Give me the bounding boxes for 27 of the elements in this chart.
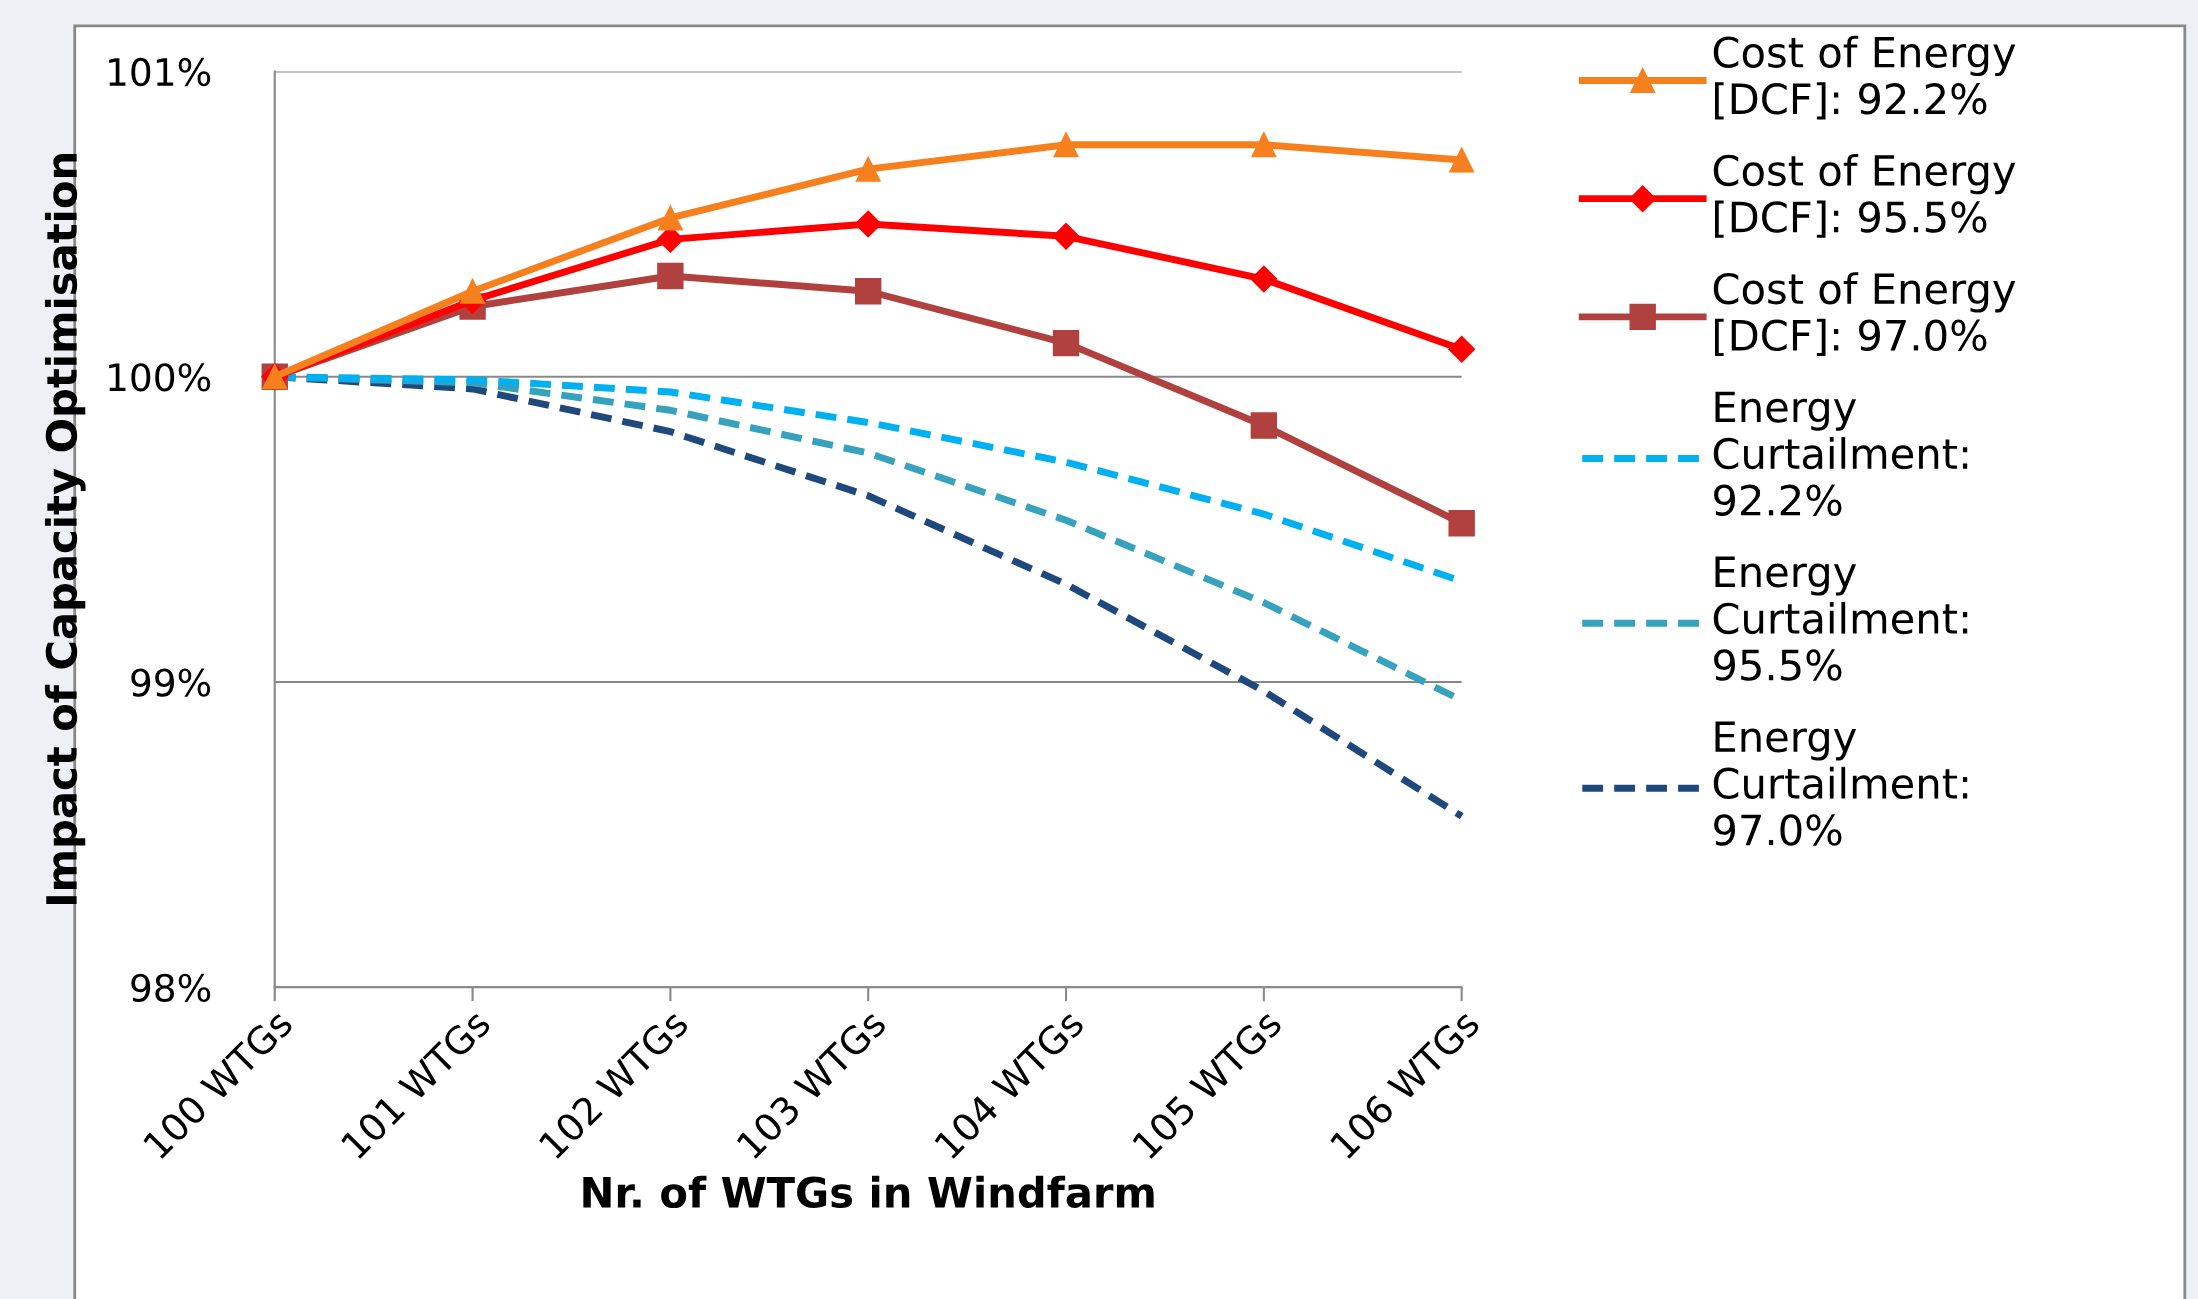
point [1250, 265, 1278, 293]
point [855, 278, 882, 305]
legend-label: Energy Curtailment: 92.2% [1713, 391, 1968, 516]
point [854, 210, 882, 238]
legend-label: Cost of Energy [DCF]: 97.0% [1713, 272, 2016, 356]
point [1052, 329, 1080, 357]
y-tick-label: 100% [109, 363, 211, 392]
x-axis-title: Nr. of WTGs in Windfarm [583, 1175, 1154, 1209]
point [855, 156, 881, 182]
point [657, 262, 684, 290]
point [1448, 335, 1476, 363]
point [1250, 412, 1278, 439]
point [1053, 132, 1079, 158]
point [1449, 147, 1475, 173]
legend-label: Energy Curtailment: 95.5% [1713, 556, 1968, 681]
point [1052, 222, 1080, 250]
y-tick-label: 98% [131, 973, 211, 1003]
point [1251, 132, 1277, 158]
point [460, 278, 486, 304]
y-tick-label: 99% [131, 668, 211, 697]
point [657, 205, 683, 231]
y-tick-label: 101% [109, 57, 211, 87]
y-axis-title: Impact of Capacity Optimisation [44, 154, 86, 905]
legend-label: Cost of Energy [DCF]: 92.2% [1713, 35, 2016, 120]
legend-label: Energy Curtailment: 97.0% [1713, 721, 1968, 846]
legend-label: Cost of Energy [DCF]: 95.5% [1713, 153, 2016, 238]
point [1448, 510, 1475, 537]
